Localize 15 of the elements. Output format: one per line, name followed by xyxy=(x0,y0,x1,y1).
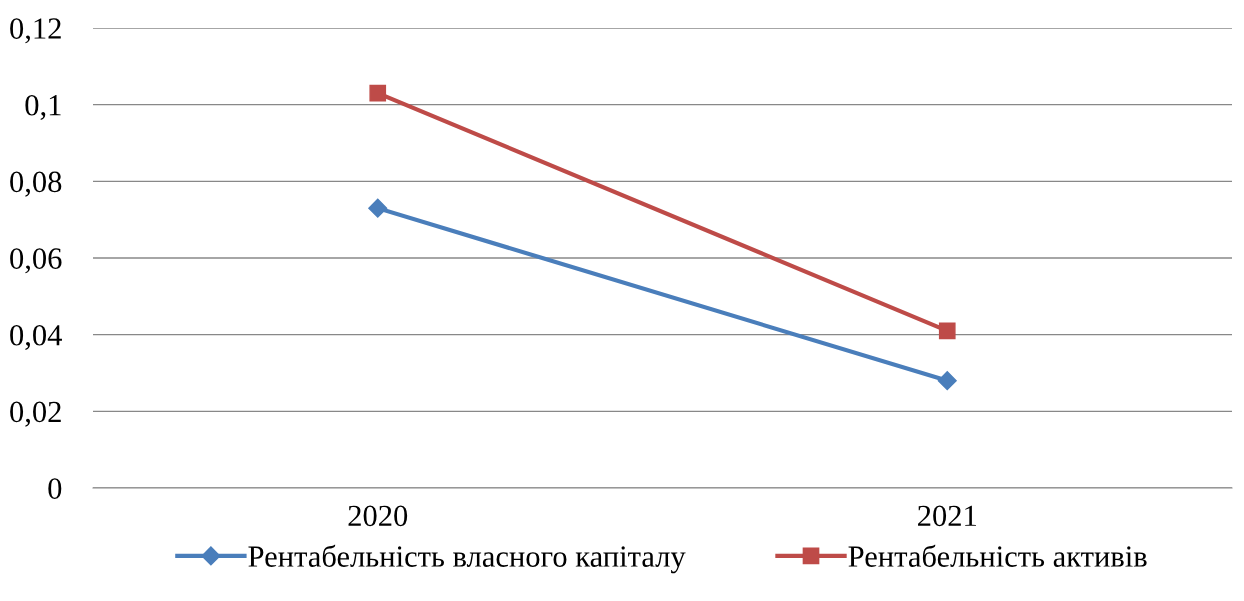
x-tick-label: 2021 xyxy=(918,505,976,527)
y-tick-label: 0,02 xyxy=(10,401,61,427)
y-tick-label: 0,12 xyxy=(10,18,61,44)
point xyxy=(938,322,956,340)
y-tick-label: 0,08 xyxy=(10,171,62,197)
y-tick-label: 0,04 xyxy=(10,324,62,350)
x-tick-label: 2020 xyxy=(348,505,408,527)
legend-label: Рентабельність активів xyxy=(848,544,1147,567)
point xyxy=(937,371,957,391)
y-tick-label: 0,1 xyxy=(25,94,61,120)
point xyxy=(369,84,387,102)
y-tick-label: 0 xyxy=(48,478,62,499)
point xyxy=(368,198,388,218)
y-tick-label: 0,06 xyxy=(10,248,62,274)
legend-label: Рентабельність власного капіталу xyxy=(248,544,686,574)
